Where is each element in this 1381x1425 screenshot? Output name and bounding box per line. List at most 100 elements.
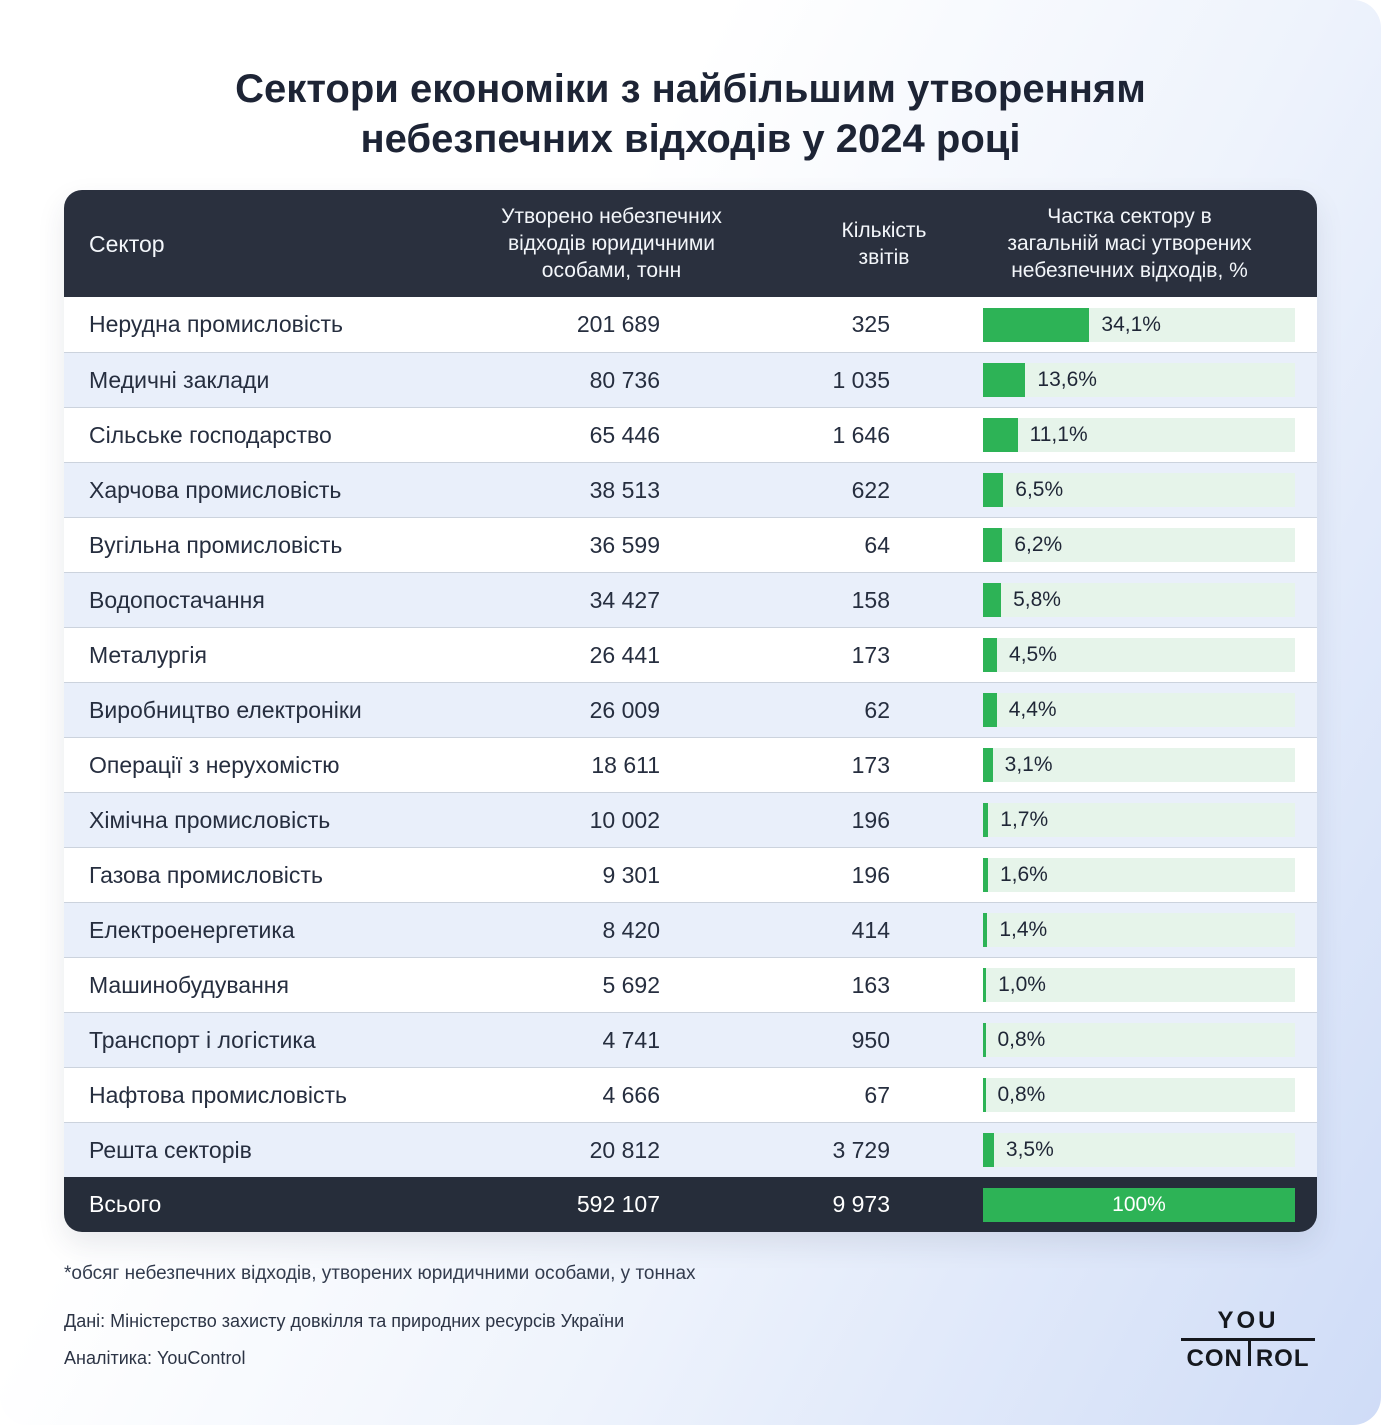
table-row: Машинобудування 5 692 163 1,0% — [64, 957, 1317, 1012]
table-row: Решта секторів 20 812 3 729 3,5% — [64, 1122, 1317, 1177]
sector-name: Медичні заклади — [89, 366, 270, 393]
page-title: Сектори економіки з найбільшим утворення… — [235, 67, 1146, 161]
waste-value: 20 812 — [589, 1136, 660, 1163]
share-label: 0,8% — [997, 1083, 1046, 1106]
analytics-line: Аналітика: YouControl — [64, 1348, 246, 1368]
share-label: 3,1% — [1004, 753, 1053, 776]
sector-name: Хімічна промисловість — [89, 806, 331, 833]
share-bar-fill — [983, 583, 1002, 617]
waste-value: 4 666 — [602, 1081, 660, 1108]
total-share-bar-fill — [983, 1187, 1295, 1222]
reports-value: 64 — [864, 531, 890, 558]
table-row: Операції з нерухомістю 18 611 173 3,1% — [64, 737, 1317, 792]
youcontrol-logo: YOU CON ROL — [1181, 1307, 1315, 1373]
reports-value: 1 646 — [832, 421, 890, 448]
reports-value: 950 — [851, 1026, 890, 1053]
share-bar-track: 6,2% — [983, 528, 1295, 562]
waste-value: 9 301 — [602, 861, 660, 888]
waste-value: 10 002 — [589, 806, 660, 833]
sector-name: Газова промисловість — [89, 861, 323, 888]
waste-value: 80 736 — [589, 366, 660, 393]
share-bar-track: 34,1% — [983, 307, 1295, 342]
reports-value: 1 035 — [832, 366, 890, 393]
waste-value: 4 741 — [602, 1026, 660, 1053]
share-bar-track: 0,8% — [983, 1023, 1295, 1057]
column-header-sector: Сектор — [89, 230, 165, 257]
share-bar-track: 5,8% — [983, 583, 1295, 617]
share-label: 1,6% — [999, 863, 1048, 886]
share-label: 6,2% — [1014, 533, 1063, 556]
reports-value: 414 — [851, 916, 890, 943]
reports-value: 325 — [851, 311, 890, 337]
table-header: Сектор Утворено небезпечних відходів юри… — [64, 190, 1317, 297]
waste-value: 201 689 — [576, 311, 660, 337]
sector-name: Сільське господарство — [89, 421, 332, 448]
logo-t-stem — [1243, 1338, 1256, 1366]
waste-table: Сектор Утворено небезпечних відходів юри… — [64, 190, 1317, 1232]
table-body: Нерудна промисловість 201 689 325 34,1% … — [64, 297, 1317, 1177]
share-bar-track: 4,4% — [983, 693, 1295, 727]
total-reports-value: 9 973 — [832, 1191, 890, 1217]
table-row: Газова промисловість 9 301 196 1,6% — [64, 847, 1317, 902]
table-row: Нафтова промисловість 4 666 67 0,8% — [64, 1067, 1317, 1122]
sector-name: Машинобудування — [89, 971, 289, 998]
logo-line1: YOU — [1217, 1307, 1279, 1334]
share-bar-fill — [983, 307, 1090, 342]
table-row: Електроенергетика 8 420 414 1,4% — [64, 902, 1317, 957]
sector-name: Металургія — [89, 641, 207, 668]
waste-value: 26 009 — [589, 696, 660, 723]
share-label: 0,8% — [997, 1028, 1046, 1051]
share-label: 13,6% — [1037, 368, 1097, 391]
reports-value: 3 729 — [832, 1136, 890, 1163]
table-row: Медичні заклади 80 736 1 035 13,6% — [64, 352, 1317, 407]
waste-value: 18 611 — [591, 751, 660, 778]
share-bar-fill — [983, 1023, 986, 1057]
table-row: Харчова промисловість 38 513 622 6,5% — [64, 462, 1317, 517]
share-bar-fill — [983, 693, 997, 727]
table-row: Металургія 26 441 173 4,5% — [64, 627, 1317, 682]
share-label: 34,1% — [1101, 312, 1161, 336]
share-bar-fill — [983, 858, 988, 892]
share-bar-track: 13,6% — [983, 363, 1295, 397]
share-bar-fill — [983, 1133, 994, 1167]
sector-name: Виробництво електроніки — [89, 696, 362, 723]
share-bar-track: 6,5% — [983, 473, 1295, 507]
share-bar-track: 3,1% — [983, 748, 1295, 782]
reports-value: 196 — [851, 806, 890, 833]
column-header-waste: Утворено небезпечних відходів юридичними… — [501, 205, 722, 282]
logo-line2-pre: CON — [1186, 1345, 1243, 1372]
table-row: Сільське господарство 65 446 1 646 11,1% — [64, 407, 1317, 462]
waste-value: 36 599 — [589, 531, 660, 558]
share-bar-track: 11,1% — [983, 418, 1295, 452]
share-bar-track: 1,7% — [983, 803, 1295, 837]
share-bar-track: 4,5% — [983, 638, 1295, 672]
table-row: Виробництво електроніки 26 009 62 4,4% — [64, 682, 1317, 737]
logo-line2: CON ROL — [1181, 1338, 1315, 1373]
share-bar-fill — [983, 803, 989, 837]
sector-name: Транспорт і логістика — [89, 1026, 316, 1053]
source-line: Дані: Міністерство захисту довкілля та п… — [64, 1311, 625, 1331]
reports-value: 173 — [851, 751, 890, 778]
share-label: 1,0% — [998, 973, 1046, 996]
share-bar-fill — [983, 748, 993, 782]
sector-name: Харчова промисловість — [89, 476, 342, 503]
table-row: Вугільна промисловість 36 599 64 6,2% — [64, 517, 1317, 572]
share-bar-fill — [983, 528, 1003, 562]
share-bar-fill — [983, 913, 988, 947]
share-label: 3,5% — [1005, 1138, 1054, 1161]
share-label: 1,4% — [999, 918, 1048, 941]
total-label: Всього — [89, 1191, 162, 1217]
share-bar-track: 1,0% — [983, 968, 1295, 1002]
share-bar-track: 0,8% — [983, 1078, 1295, 1112]
column-header-share: Частка сектору в загальній масі утворени… — [1007, 205, 1252, 282]
waste-value: 26 441 — [589, 641, 660, 668]
share-bar-fill — [983, 473, 1004, 507]
share-label: 6,5% — [1015, 478, 1064, 501]
share-label: 5,8% — [1013, 588, 1061, 611]
table-row: Водопостачання 34 427 158 5,8% — [64, 572, 1317, 627]
waste-value: 34 427 — [589, 586, 660, 613]
waste-value: 38 513 — [589, 476, 660, 503]
reports-value: 173 — [851, 641, 890, 668]
share-bar-track: 3,5% — [983, 1133, 1295, 1167]
